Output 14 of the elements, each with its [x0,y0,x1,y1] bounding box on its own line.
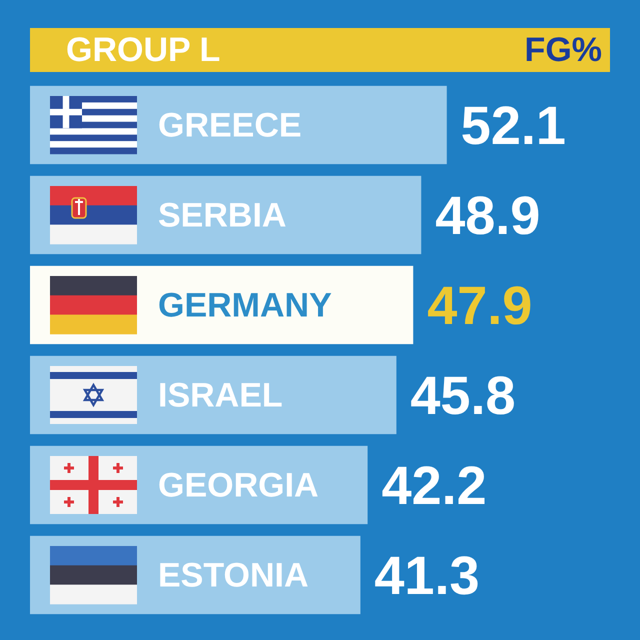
data-label: 47.9 [427,276,532,336]
y-tick-label: ESTONIA [158,556,309,594]
y-tick-label: ISRAEL [158,376,283,414]
y-tick-label: SERBIA [158,196,286,234]
x-axis-title: FG% [524,31,602,69]
data-label: 42.2 [382,456,487,516]
y-tick-label: GERMANY [158,286,332,324]
data-label: 48.9 [435,186,540,246]
data-label: 52.1 [460,96,566,156]
y-tick-label: GREECE [158,106,302,144]
data-label: 45.8 [410,366,516,426]
data-label: 41.3 [374,546,480,606]
chart-title: GROUP L [66,31,220,69]
y-tick-label: GEORGIA [158,466,319,504]
